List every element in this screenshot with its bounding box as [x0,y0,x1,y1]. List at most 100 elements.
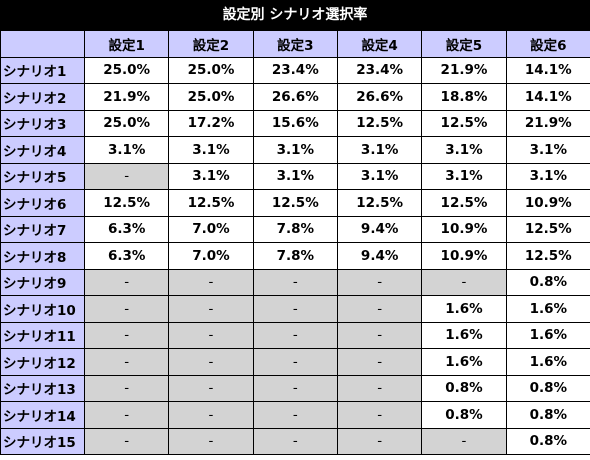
table-row: シナリオ14- - - -0.8% 0.8% [0,401,590,429]
table-cell: - [83,374,170,402]
row-header: シナリオ14 [0,401,85,429]
row-header: シナリオ12 [0,348,85,376]
table-cell: 1.6% [421,321,507,349]
column-header: 設定1 [83,30,170,58]
row-header: シナリオ9 [0,268,85,296]
table-cell: 12.5% [168,189,254,217]
table-cell: 7.8% [252,242,338,270]
table-row: シナリオ6 12.5% 12.5% 12.5% 12.5% 12.5% 10.9% [0,189,590,217]
row-header: シナリオ2 [0,83,85,111]
table-row: シナリオ3 25.0% 17.2% 15.6% 12.5% 12.5% 21.9% [0,109,590,137]
table-cell: 25.0% [168,83,254,111]
table-row: シナリオ2 21.9% 25.0% 26.6% 26.6% 18.8% 14.1% [0,83,590,111]
table-title: 設定別 シナリオ選択率 [0,0,590,30]
table-cell: 10.9% [421,215,507,243]
table-cell: 3.1% [252,162,338,190]
table-cell: - [168,427,254,455]
table-cell: 9.4% [336,242,423,270]
table-cell: 1.6% [505,295,590,323]
table-cell: 12.5% [505,215,590,243]
table-row: シナリオ12- - - -1.6% 1.6% [0,348,590,376]
table-cell: - [336,321,423,349]
row-header: シナリオ15 [0,427,85,455]
column-header: 設定3 [252,30,338,58]
table-cell: - [168,401,254,429]
table-cell: 3.1% [505,136,590,164]
row-header: シナリオ1 [0,56,85,84]
table-cell: - [252,348,338,376]
table-cell: 3.1% [421,136,507,164]
table-row: シナリオ11- - - -1.6% 1.6% [0,321,590,349]
table-row: シナリオ4 3.1% 3.1% 3.1% 3.1% 3.1% 3.1% [0,136,590,164]
table-row: シナリオ8 6.3% 7.0% 7.8% 9.4% 10.9% 12.5% [0,242,590,270]
table-cell: 21.9% [421,56,507,84]
table-cell: - [83,321,170,349]
table-cell: 21.9% [505,109,590,137]
table-cell: 6.3% [83,242,170,270]
table-cell: - [252,295,338,323]
table-cell: 23.4% [252,56,338,84]
table-cell: - [252,401,338,429]
corner-cell [0,30,85,58]
column-header: 設定6 [505,30,590,58]
scenario-rate-table: 設定1 設定2 設定3 設定4 設定5 設定6 シナリオ1 25.0% 25.0% 2… [0,30,590,455]
table-cell: - [336,427,423,455]
table-row: シナリオ5-3.1% 3.1% 3.1% 3.1% 3.1% [0,162,590,190]
table-cell: 12.5% [421,109,507,137]
table-cell: - [252,374,338,402]
table-cell: 12.5% [252,189,338,217]
table-row: シナリオ7 6.3% 7.0% 7.8% 9.4% 10.9% 12.5% [0,215,590,243]
table-cell: 7.0% [168,215,254,243]
table-cell: 21.9% [83,83,170,111]
table-cell: - [168,374,254,402]
table-cell: 12.5% [336,189,423,217]
row-header: シナリオ4 [0,136,85,164]
table-cell: 17.2% [168,109,254,137]
table-cell: 3.1% [505,162,590,190]
row-header: シナリオ13 [0,374,85,402]
table-cell: 12.5% [421,189,507,217]
table-cell: - [336,295,423,323]
column-header: 設定4 [336,30,423,58]
table-row: シナリオ9- - - - -0.8% [0,268,590,296]
table-cell: 10.9% [421,242,507,270]
table-cell: 14.1% [505,83,590,111]
table-cell: - [336,374,423,402]
table-cell: - [421,427,507,455]
table-cell: 0.8% [421,401,507,429]
row-header: シナリオ8 [0,242,85,270]
table-cell: - [83,348,170,376]
table-cell: 26.6% [252,83,338,111]
table-cell: 3.1% [83,136,170,164]
table-cell: 12.5% [505,242,590,270]
row-header: シナリオ6 [0,189,85,217]
row-header: シナリオ10 [0,295,85,323]
table-cell: - [83,162,170,190]
table-cell: - [83,427,170,455]
row-header: シナリオ11 [0,321,85,349]
table-cell: - [83,295,170,323]
table-cell: - [168,295,254,323]
table-cell: 1.6% [421,295,507,323]
table-cell: - [168,321,254,349]
table-cell: - [83,401,170,429]
table-body: シナリオ1 25.0% 25.0% 23.4% 23.4% 21.9% 14.1% シナリオ2… [0,56,590,455]
table-cell: 23.4% [336,56,423,84]
table-cell: 14.1% [505,56,590,84]
table-cell: 0.8% [421,374,507,402]
table-cell: 7.8% [252,215,338,243]
table-cell: 6.3% [83,215,170,243]
column-header: 設定5 [421,30,507,58]
table-cell: 0.8% [505,374,590,402]
table-cell: 3.1% [168,136,254,164]
table-cell: 1.6% [505,348,590,376]
table-cell: 1.6% [505,321,590,349]
table-row: シナリオ13- - - -0.8% 0.8% [0,374,590,402]
table-cell: 26.6% [336,83,423,111]
header-row: 設定1 設定2 設定3 設定4 設定5 設定6 [0,30,590,58]
table-cell: 0.8% [505,427,590,455]
table-cell: 12.5% [336,109,423,137]
row-header: シナリオ5 [0,162,85,190]
table-cell: - [83,268,170,296]
table-row: シナリオ10- - - -1.6% 1.6% [0,295,590,323]
